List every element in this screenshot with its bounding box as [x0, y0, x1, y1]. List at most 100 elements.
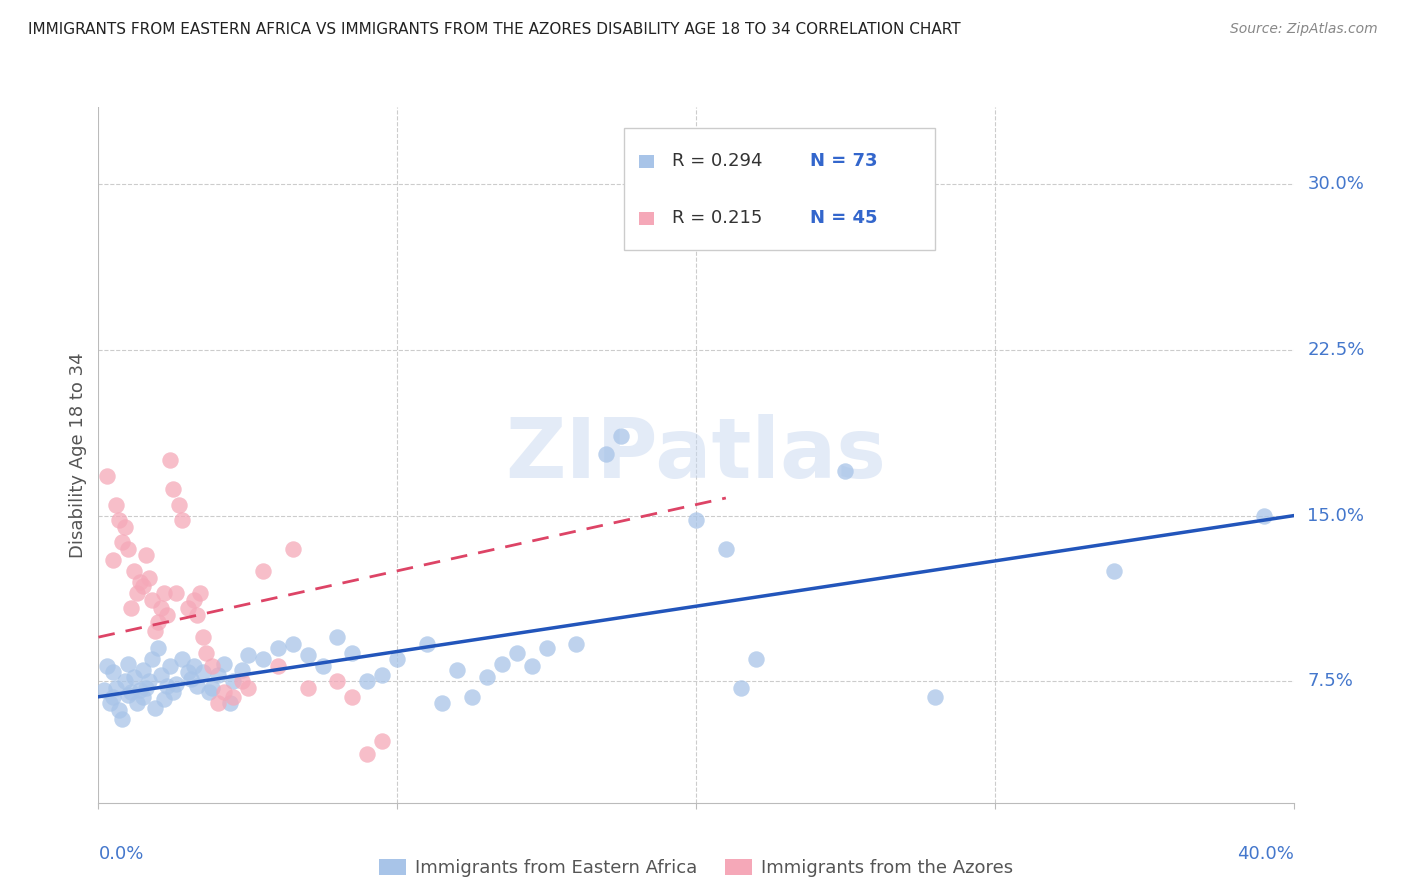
Point: [138, 674, 160, 689]
Point: [172, 513, 194, 527]
Point: [124, 564, 146, 578]
Point: [105, 498, 128, 512]
Point: [188, 586, 211, 600]
Point: [93, 683, 115, 698]
Text: ZIPatlas: ZIPatlas: [506, 415, 886, 495]
Point: [103, 665, 125, 680]
Point: [159, 658, 181, 673]
Point: [165, 676, 187, 690]
Point: [129, 683, 152, 698]
Point: [165, 586, 187, 600]
Point: [730, 681, 752, 695]
Point: [191, 665, 214, 680]
Point: [297, 681, 319, 695]
Point: [148, 641, 170, 656]
Point: [1104, 564, 1126, 578]
Point: [201, 658, 224, 673]
Point: [111, 535, 134, 549]
FancyBboxPatch shape: [624, 128, 935, 250]
Point: [198, 685, 221, 699]
Point: [595, 447, 617, 461]
Point: [162, 685, 184, 699]
Text: N = 73: N = 73: [810, 153, 877, 170]
Point: [153, 586, 176, 600]
Point: [129, 574, 152, 589]
Text: 30.0%: 30.0%: [1308, 176, 1364, 194]
Point: [96, 658, 118, 673]
Point: [685, 513, 707, 527]
Point: [120, 685, 142, 699]
Point: [105, 681, 128, 695]
Point: [150, 667, 173, 681]
Text: 15.0%: 15.0%: [1308, 507, 1364, 524]
Point: [714, 541, 737, 556]
Point: [138, 570, 160, 584]
Text: IMMIGRANTS FROM EASTERN AFRICA VS IMMIGRANTS FROM THE AZORES DISABILITY AGE 18 T: IMMIGRANTS FROM EASTERN AFRICA VS IMMIGR…: [28, 22, 960, 37]
Point: [356, 747, 378, 762]
Text: R = 0.215: R = 0.215: [672, 210, 762, 227]
Point: [267, 658, 290, 673]
Point: [177, 665, 200, 680]
Point: [745, 652, 768, 666]
Point: [141, 592, 163, 607]
Point: [148, 615, 170, 629]
Point: [103, 690, 125, 704]
Point: [222, 690, 245, 704]
Point: [108, 703, 131, 717]
Point: [111, 712, 134, 726]
Point: [183, 592, 205, 607]
Y-axis label: Disability Age 18 to 34: Disability Age 18 to 34: [69, 352, 87, 558]
Point: [117, 541, 139, 556]
Point: [219, 697, 242, 711]
Point: [565, 637, 588, 651]
Point: [103, 553, 125, 567]
Point: [120, 601, 142, 615]
Point: [207, 667, 229, 681]
Point: [1253, 508, 1275, 523]
Point: [177, 601, 200, 615]
Point: [416, 637, 439, 651]
Point: [252, 564, 274, 578]
Point: [183, 658, 205, 673]
Point: [127, 586, 149, 600]
Point: [156, 679, 179, 693]
Point: [141, 652, 163, 666]
Point: [865, 188, 887, 202]
Point: [475, 670, 498, 684]
Point: [924, 690, 946, 704]
Point: [167, 498, 190, 512]
Point: [212, 657, 235, 671]
Point: [172, 652, 194, 666]
Point: [135, 549, 157, 563]
Point: [506, 646, 529, 660]
Text: N = 45: N = 45: [810, 210, 877, 227]
Point: [127, 697, 149, 711]
Point: [267, 641, 290, 656]
Text: Source: ZipAtlas.com: Source: ZipAtlas.com: [1230, 22, 1378, 37]
Point: [194, 646, 218, 660]
Point: [236, 648, 259, 662]
Point: [201, 681, 224, 695]
Text: R = 0.294: R = 0.294: [672, 153, 762, 170]
Point: [191, 630, 214, 644]
Text: 22.5%: 22.5%: [1308, 341, 1365, 359]
FancyBboxPatch shape: [638, 212, 654, 225]
Point: [491, 657, 513, 671]
Point: [231, 674, 253, 689]
Point: [212, 685, 235, 699]
Text: 0.0%: 0.0%: [98, 845, 143, 863]
Point: [356, 674, 378, 689]
Legend: Immigrants from Eastern Africa, Immigrants from the Azores: Immigrants from Eastern Africa, Immigran…: [373, 852, 1019, 884]
Point: [371, 667, 394, 681]
Point: [135, 681, 157, 695]
Point: [834, 465, 856, 479]
Text: 40.0%: 40.0%: [1237, 845, 1294, 863]
Point: [231, 663, 253, 677]
Point: [281, 637, 304, 651]
Text: 7.5%: 7.5%: [1308, 673, 1354, 690]
Point: [186, 608, 208, 623]
Point: [132, 663, 155, 677]
Point: [520, 658, 543, 673]
Point: [236, 681, 259, 695]
Point: [342, 646, 364, 660]
